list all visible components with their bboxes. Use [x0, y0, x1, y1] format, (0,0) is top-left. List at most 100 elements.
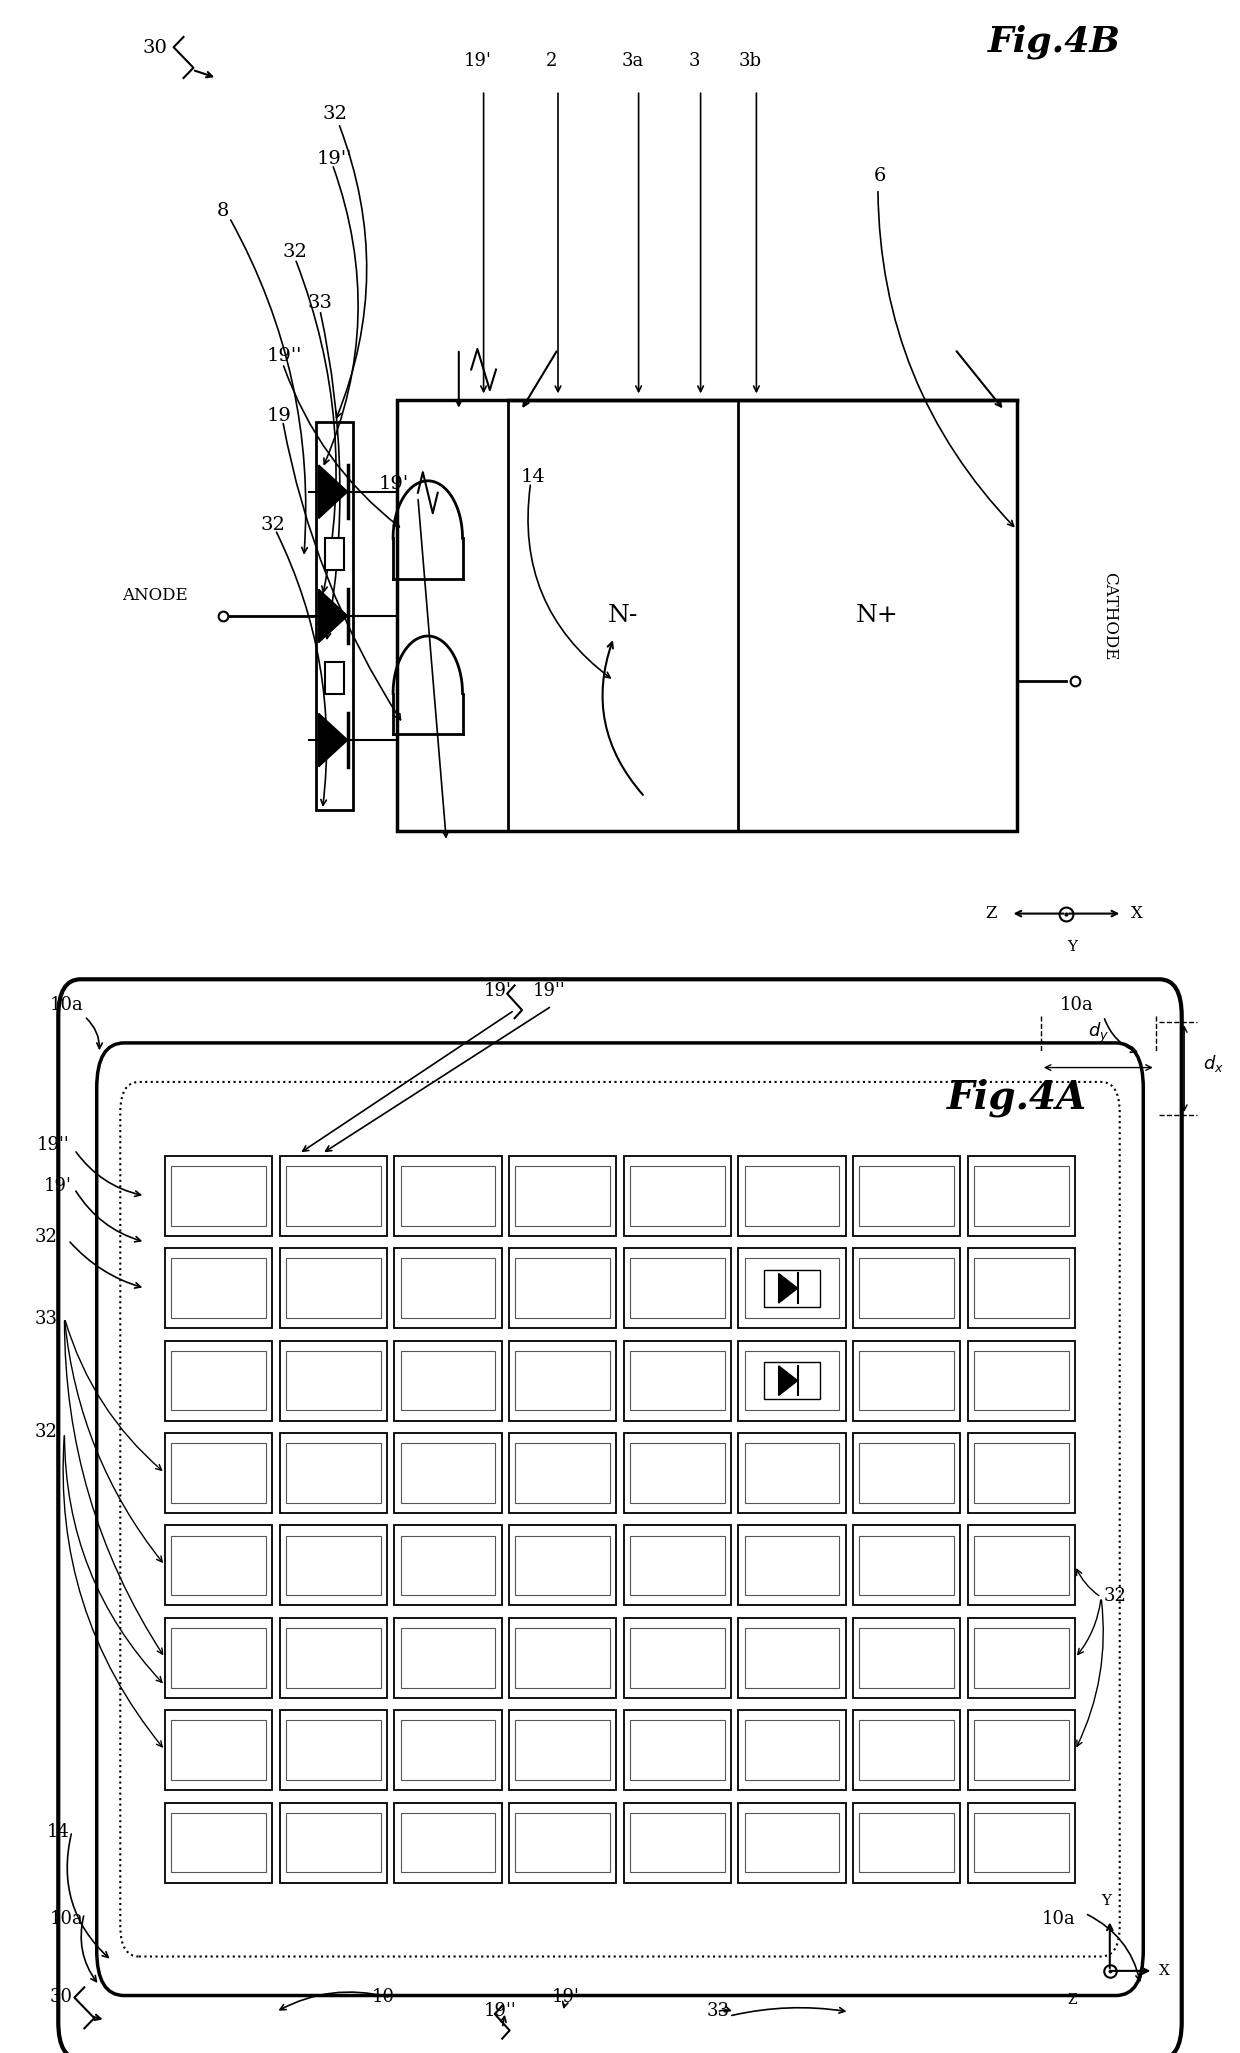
Bar — [744, 1443, 839, 1503]
Bar — [280, 1433, 387, 1513]
Bar — [394, 1525, 501, 1605]
Text: 19'': 19'' — [484, 2002, 516, 2020]
Bar — [394, 1618, 501, 1698]
Bar — [744, 1628, 839, 1688]
Text: 10a: 10a — [1060, 996, 1094, 1014]
Bar — [285, 1720, 381, 1780]
Text: 3b: 3b — [739, 51, 761, 70]
Polygon shape — [779, 1273, 797, 1304]
Bar — [739, 1618, 846, 1698]
Text: 2: 2 — [546, 51, 558, 70]
Bar — [630, 1536, 724, 1595]
Bar — [280, 1618, 387, 1698]
Bar — [401, 1443, 496, 1503]
Bar — [516, 1351, 610, 1410]
Bar — [508, 1710, 616, 1790]
Bar — [394, 1433, 501, 1513]
Text: N+: N+ — [856, 604, 899, 628]
Text: 19'': 19'' — [37, 1135, 69, 1154]
Bar — [171, 1166, 267, 1226]
Text: 30: 30 — [50, 1987, 73, 2006]
Bar — [967, 1156, 1075, 1236]
Polygon shape — [319, 466, 347, 519]
Bar — [967, 1433, 1075, 1513]
Text: Y: Y — [1068, 940, 1078, 953]
Text: Z: Z — [1068, 1993, 1078, 2006]
Bar — [853, 1710, 960, 1790]
Text: 14: 14 — [47, 1823, 69, 1842]
Bar — [508, 1248, 616, 1328]
Bar — [975, 1813, 1069, 1872]
Text: 10: 10 — [372, 1987, 396, 2006]
Bar — [624, 1341, 732, 1421]
Bar — [285, 1536, 381, 1595]
Bar — [967, 1710, 1075, 1790]
Bar — [165, 1433, 273, 1513]
Text: N-: N- — [608, 604, 639, 628]
Text: 19'': 19'' — [316, 150, 352, 168]
Bar — [967, 1248, 1075, 1328]
Text: 32: 32 — [35, 1423, 57, 1441]
Bar — [516, 1813, 610, 1872]
Bar — [508, 1803, 616, 1883]
Bar — [739, 1710, 846, 1790]
Text: 10a: 10a — [1042, 1909, 1075, 1928]
Bar — [316, 423, 353, 811]
Bar — [630, 1258, 724, 1318]
Text: 19: 19 — [267, 406, 291, 425]
Bar — [624, 1618, 732, 1698]
Bar — [739, 1433, 846, 1513]
Bar — [401, 1628, 496, 1688]
Bar — [744, 1166, 839, 1226]
Bar — [859, 1720, 955, 1780]
Text: 19': 19' — [378, 474, 408, 493]
FancyBboxPatch shape — [58, 979, 1182, 2053]
Bar — [859, 1351, 955, 1410]
Bar — [401, 1813, 496, 1872]
Text: 32: 32 — [260, 515, 285, 534]
Bar — [165, 1248, 273, 1328]
Bar — [630, 1628, 724, 1688]
Bar — [630, 1720, 724, 1780]
Text: 32: 32 — [1104, 1587, 1126, 1605]
Text: 32: 32 — [283, 242, 308, 261]
Polygon shape — [779, 1365, 797, 1396]
Bar — [744, 1536, 839, 1595]
Bar — [394, 1710, 501, 1790]
Bar — [859, 1258, 955, 1318]
Text: 32: 32 — [322, 105, 347, 123]
Bar — [394, 1341, 501, 1421]
Bar — [325, 538, 345, 571]
Text: CATHODE: CATHODE — [1101, 571, 1118, 661]
Text: ANODE: ANODE — [122, 587, 188, 604]
Text: X: X — [1131, 905, 1143, 922]
Text: 32: 32 — [35, 1228, 57, 1246]
Bar — [171, 1720, 267, 1780]
Bar — [853, 1341, 960, 1421]
Bar — [744, 1351, 839, 1410]
Polygon shape — [319, 712, 347, 766]
Text: $d_x$: $d_x$ — [1203, 1053, 1224, 1074]
Bar — [975, 1536, 1069, 1595]
Bar — [285, 1166, 381, 1226]
Bar — [967, 1525, 1075, 1605]
Text: Fig.4B: Fig.4B — [987, 25, 1121, 60]
Bar — [401, 1166, 496, 1226]
Bar — [516, 1166, 610, 1226]
Bar — [285, 1258, 381, 1318]
Bar — [394, 1803, 501, 1883]
Text: $d_y$: $d_y$ — [1087, 1020, 1109, 1045]
Text: 10a: 10a — [50, 996, 83, 1014]
Bar — [516, 1443, 610, 1503]
Bar — [280, 1248, 387, 1328]
Text: 33: 33 — [308, 294, 332, 312]
Bar — [171, 1258, 267, 1318]
Bar — [508, 1433, 616, 1513]
Bar — [624, 1156, 732, 1236]
Text: 19': 19' — [484, 981, 511, 1000]
Bar — [764, 1269, 820, 1308]
Bar — [764, 1363, 820, 1400]
Bar — [859, 1813, 955, 1872]
Bar — [853, 1618, 960, 1698]
Bar — [280, 1156, 387, 1236]
